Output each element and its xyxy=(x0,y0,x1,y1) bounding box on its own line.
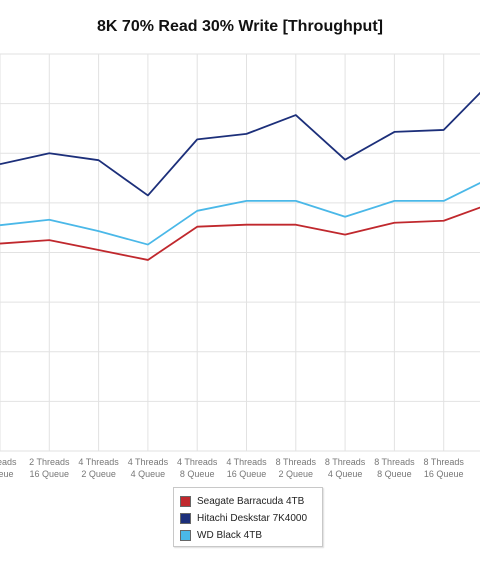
x-tick-label-threads: 8 Threads xyxy=(374,457,415,467)
x-tick-label-queue: 8 Queue xyxy=(377,469,412,479)
x-tick-label-queue: 4 Queue xyxy=(328,469,363,479)
chart-title: 8K 70% Read 30% Write [Throughput] xyxy=(97,18,383,35)
x-tick-label-queue: 2 Queue xyxy=(279,469,314,479)
x-tick-label-threads: 4 Threads xyxy=(78,457,119,467)
x-tick-label-threads: 4 Threads xyxy=(128,457,169,467)
legend-item-wd: WD Black 4TB xyxy=(180,528,262,542)
x-tick-label-threads: 8 Threads xyxy=(276,457,317,467)
series-line-wd xyxy=(0,181,480,246)
legend-item-seagate: Seagate Barracuda 4TB xyxy=(180,494,304,508)
x-tick-label-queue: 16 Queue xyxy=(227,469,267,479)
legend-label-wd: WD Black 4TB xyxy=(197,529,263,541)
x-tick-label-queue: 16 Queue xyxy=(424,469,464,479)
legend: Seagate Barracuda 4TB Hitachi Deskstar 7… xyxy=(173,487,323,547)
x-tick-label-threads: 8 Threads xyxy=(424,457,465,467)
legend-swatch-wd xyxy=(180,529,191,541)
legend-item-hitachi: Hitachi Deskstar 7K4000 xyxy=(180,511,307,525)
series-line-seagate xyxy=(0,206,480,261)
grid xyxy=(0,53,480,452)
x-tick-label-threads: 4 Threads xyxy=(226,457,267,467)
legend-swatch-seagate xyxy=(180,495,191,507)
legend-label-hitachi: Hitachi Deskstar 7K4000 xyxy=(197,512,308,524)
x-tick-label-threads: 4 Threads xyxy=(177,457,218,467)
series-line-hitachi xyxy=(0,91,480,197)
x-tick-label-queue: 8 Queue xyxy=(180,469,215,479)
x-tick-label-threads: Threads xyxy=(0,457,17,467)
x-tick-label-queue: Queue xyxy=(0,469,14,479)
x-axis-labels: Threads Queue 2 Threads 16 Queue 4 Threads 2 … xyxy=(0,457,465,479)
series-lines xyxy=(0,91,480,261)
x-tick-label-queue: 2 Queue xyxy=(81,469,116,479)
x-tick-label-queue: 4 Queue xyxy=(131,469,166,479)
x-tick-label-threads: 8 Threads xyxy=(325,457,366,467)
legend-label-seagate: Seagate Barracuda 4TB xyxy=(197,495,305,507)
x-tick-label-queue: 16 Queue xyxy=(30,469,70,479)
x-tick-label-threads: 2 Threads xyxy=(29,457,70,467)
legend-swatch-hitachi xyxy=(180,512,191,524)
